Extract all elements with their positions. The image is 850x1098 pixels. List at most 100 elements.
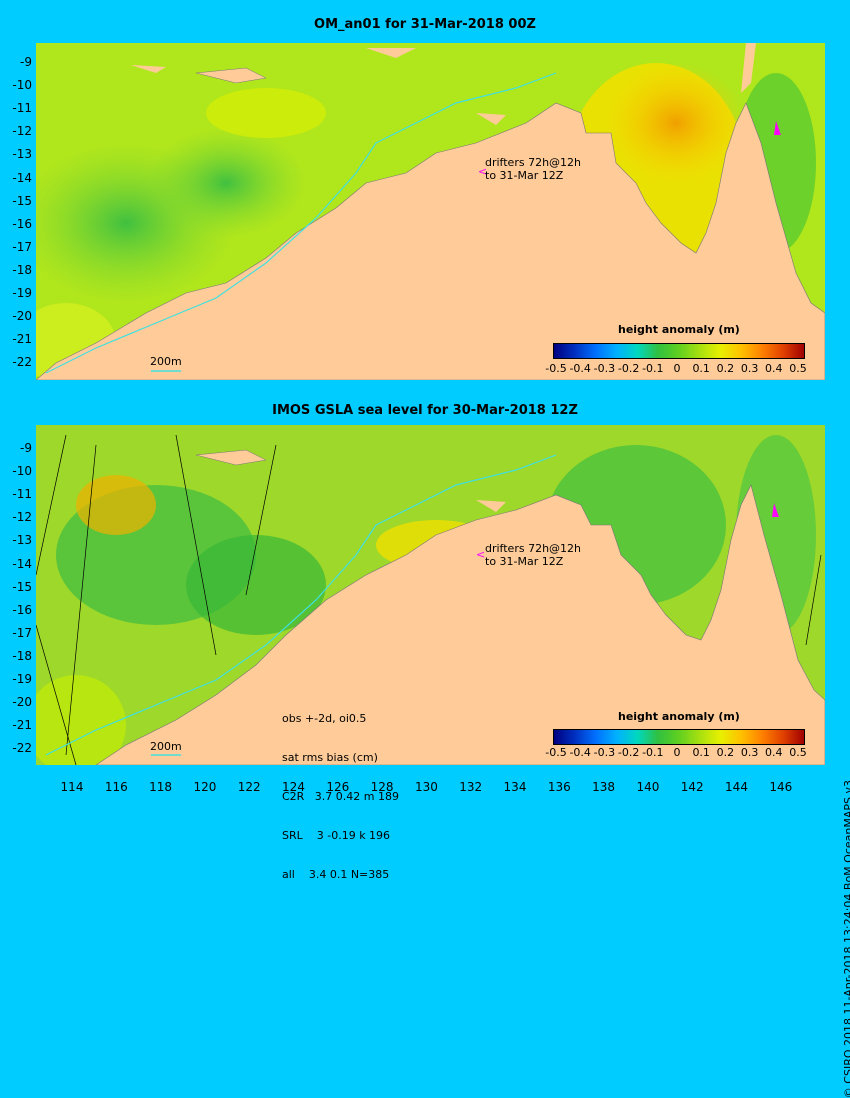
latitude-tick: -15 — [12, 579, 32, 594]
anomaly-low — [186, 535, 326, 635]
longitude-tick: 118 — [149, 780, 173, 794]
anomaly-high — [36, 675, 126, 765]
drifters-line: to 31-Mar 12Z — [485, 555, 564, 568]
isobath-200m — [45, 72, 557, 374]
anomaly-low — [146, 128, 306, 238]
latitude-tick: -17 — [12, 239, 32, 254]
latitude-tick: -12 — [12, 510, 32, 525]
scale-label-top: 200m — [150, 355, 182, 368]
colorbar-tick: 0.1 — [692, 362, 710, 375]
island — [131, 65, 166, 73]
colorbar-tick: -0.4 — [569, 746, 591, 759]
island — [366, 48, 416, 58]
latitude-tick: -11 — [12, 487, 32, 502]
island-timor — [195, 67, 267, 84]
colorbar-tick: -0.3 — [593, 362, 616, 375]
latitude-tick: -20 — [12, 695, 32, 710]
longitude-tick: 140 — [636, 780, 660, 794]
colorbar-tick: 0.5 — [789, 362, 807, 375]
drifter-marker: < — [476, 548, 485, 561]
drifters-line: drifters 72h@12h — [485, 156, 582, 169]
longitude-tick: 132 — [459, 780, 483, 794]
colorbar-tick: -0.3 — [593, 746, 616, 759]
latitude-tick: -22 — [12, 355, 32, 370]
colorbar-tick: -0.2 — [617, 746, 640, 759]
longitude-tick: 134 — [503, 780, 527, 794]
latitude-tick: -22 — [12, 741, 32, 756]
stats-line: SRL 3 -0.19 k 196 — [282, 829, 391, 842]
island-timor — [195, 449, 267, 466]
colorbar-tick: 0 — [673, 746, 681, 759]
latitude-tick: -18 — [12, 648, 32, 663]
latitude-tick: -9 — [20, 441, 32, 455]
longitude-tick: 146 — [769, 780, 793, 794]
latitude-tick: -16 — [12, 602, 32, 617]
land-australia — [36, 102, 825, 380]
anomaly-high — [606, 63, 746, 183]
latitude-tick: -13 — [12, 147, 32, 162]
anomaly-high — [76, 475, 156, 535]
longitude-tick: 142 — [680, 780, 704, 794]
obs-stats: obs +-2d, oi0.5 sat rms bias (cm) C2R 3.… — [282, 686, 399, 894]
colorbar-tick: 0.2 — [716, 746, 735, 759]
latitude-tick: -19 — [12, 286, 32, 300]
longitude-tick: 114 — [60, 780, 84, 794]
longitude-tick: 116 — [104, 780, 128, 794]
colorbar-tick: -0.5 — [545, 746, 567, 759]
latitude-tick: -19 — [12, 672, 32, 686]
longitude-tick: 144 — [725, 780, 748, 794]
top-panel-title: OM_an01 for 31-Mar-2018 00Z — [314, 17, 536, 32]
colorbar-tick: 0.3 — [740, 746, 759, 759]
colorbar-tick: -0.2 — [617, 362, 640, 375]
longitude-tick: 122 — [237, 780, 261, 794]
colorbar-title-top: height anomaly (m) — [618, 323, 740, 336]
latitude-tick: -17 — [12, 625, 32, 640]
latitude-tick: -18 — [12, 262, 32, 277]
latitude-tick: -9 — [20, 55, 32, 69]
latitude-tick: -20 — [12, 309, 32, 324]
colorbar-tick: 0.4 — [765, 746, 783, 759]
colorbar-tick: -0.4 — [569, 362, 591, 375]
colorbar-tick: 0.2 — [716, 362, 735, 375]
stats-line: sat rms bias (cm) — [282, 751, 378, 764]
isobath-200m — [45, 454, 557, 756]
longitude-tick: 130 — [414, 780, 438, 794]
latitude-tick: -15 — [12, 193, 32, 208]
island-melville — [476, 113, 506, 125]
bottom-panel-title: IMOS GSLA sea level for 30-Mar-2018 12Z — [272, 403, 578, 418]
drifters-note-bottom: drifters 72h@12h to 31-Mar 12Z — [485, 542, 581, 568]
colorbar-tick: 0.5 — [789, 746, 807, 759]
colorbar-tick: -0.5 — [545, 362, 567, 375]
latitude-tick: -12 — [12, 124, 32, 139]
latitude-tick: -14 — [12, 170, 32, 185]
colorbar-tick: 0.3 — [740, 362, 759, 375]
colorbar-bottom — [553, 729, 805, 745]
drifters-line: drifters 72h@12h — [485, 542, 582, 555]
land-cape-york — [741, 43, 756, 93]
colorbar-tick: 0.1 — [692, 746, 710, 759]
latitude-tick: -21 — [12, 718, 32, 733]
colorbar-tick: 0.4 — [765, 362, 783, 375]
anomaly-high — [206, 88, 326, 138]
latitude-tick: -10 — [12, 78, 32, 93]
top-map: < — [36, 43, 825, 380]
stats-line: obs +-2d, oi0.5 — [282, 712, 367, 725]
longitude-tick: 126 — [326, 780, 350, 794]
latitude-tick: -14 — [12, 556, 32, 571]
land-australia — [95, 484, 825, 765]
colorbar-title-bottom: height anomaly (m) — [618, 710, 740, 723]
colorbar-tick: -0.1 — [642, 362, 664, 375]
latitude-tick: -21 — [12, 332, 32, 347]
bottom-map: < — [36, 425, 825, 765]
scale-label-bottom: 200m — [150, 740, 182, 753]
drifters-line: to 31-Mar 12Z — [485, 169, 564, 182]
stats-line: all 3.4 0.1 N=385 — [282, 868, 390, 881]
drifter-track — [772, 503, 779, 517]
longitude-tick: 138 — [592, 780, 616, 794]
longitude-tick: 128 — [370, 780, 394, 794]
colorbar-top — [553, 343, 805, 359]
drifter-track — [774, 121, 781, 135]
colorbar-tick: -0.1 — [642, 746, 664, 759]
stats-line: C2R 3.7 0.42 m 189 — [282, 790, 399, 803]
longitude-tick: 124 — [282, 780, 305, 794]
